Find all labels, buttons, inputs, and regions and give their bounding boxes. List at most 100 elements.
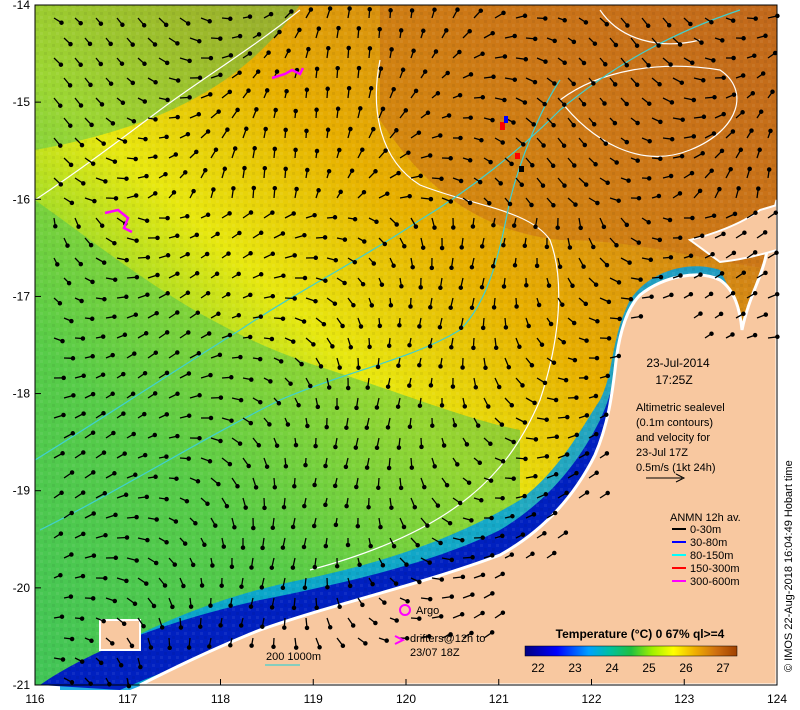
velocity-arrow-head (721, 75, 726, 80)
velocity-arrow-head (529, 363, 535, 368)
velocity-arrow-head (591, 122, 597, 127)
velocity-arrow-head (268, 11, 274, 17)
velocity-arrow-head (227, 211, 232, 216)
velocity-arrow-head (242, 165, 247, 171)
velocity-arrow-head (763, 33, 768, 39)
velocity-arrow-head (100, 334, 106, 339)
velocity-arrow-head (382, 241, 388, 247)
colorbar-bar (524, 645, 738, 657)
velocity-arrow-head (263, 126, 268, 132)
velocity-arrow-head (449, 265, 454, 271)
velocity-arrow-head (151, 603, 157, 609)
velocity-arrow-head (758, 109, 764, 114)
velocity-arrow-head (378, 66, 384, 71)
velocity-arrow-head (379, 282, 385, 287)
velocity-arrow-head (354, 484, 359, 490)
bathymetry-scale-label: 200 1000m (266, 651, 321, 663)
velocity-arrow-head (570, 283, 575, 289)
velocity-arrow-head (425, 110, 431, 116)
velocity-arrow-head (562, 60, 567, 66)
velocity-arrow-head (70, 356, 76, 361)
velocity-arrow-head (455, 462, 460, 467)
velocity-arrow-head (222, 166, 228, 172)
velocity-arrow-head (560, 302, 565, 307)
velocity-arrow-head (523, 456, 528, 462)
velocity-arrow-head (145, 255, 151, 260)
velocity-arrow-head (571, 39, 577, 45)
velocity-arrow-head (469, 630, 474, 636)
velocity-arrow-head (178, 625, 184, 630)
velocity-arrow-head (506, 364, 512, 370)
velocity-arrow-head (540, 183, 546, 188)
velocity-arrow-head (646, 176, 652, 181)
velocity-arrow-head (129, 643, 135, 649)
velocity-arrow-head (143, 136, 148, 142)
velocity-arrow-head (408, 304, 413, 309)
velocity-arrow-head (124, 535, 130, 540)
velocity-arrow-head (283, 127, 288, 133)
velocity-arrow-head (237, 33, 243, 39)
velocity-arrow-head (553, 397, 559, 403)
velocity-arrow-head (449, 594, 455, 599)
velocity-arrow-head (110, 641, 115, 646)
velocity-arrow-head (213, 147, 219, 152)
velocity-arrow-head (691, 97, 697, 103)
velocity-arrow-head (251, 525, 256, 531)
velocity-arrow-head (700, 151, 705, 156)
velocity-arrow-head (491, 305, 497, 310)
velocity-arrow-head (491, 222, 496, 228)
velocity-arrow-head (286, 48, 291, 53)
velocity-arrow-head (430, 423, 435, 428)
velocity-arrow-head (422, 69, 428, 74)
velocity-arrow-head (604, 262, 610, 268)
velocity-arrow-head (573, 202, 578, 207)
velocity-arrow-head (259, 585, 265, 590)
velocity-arrow-head (231, 186, 236, 191)
velocity-arrow-head (552, 38, 557, 44)
anmn-legend-item: 0-30m (672, 524, 721, 536)
velocity-arrow-head (711, 131, 717, 136)
velocity-arrow-head (480, 610, 485, 616)
velocity-arrow-head (90, 430, 96, 435)
velocity-arrow-head (203, 167, 208, 173)
velocity-arrow-head (490, 30, 495, 36)
velocity-arrow-head (412, 504, 418, 510)
velocity-arrow-head (541, 143, 546, 148)
velocity-arrow-head (258, 399, 263, 405)
velocity-arrow-head (613, 42, 619, 48)
velocity-arrow-head (108, 41, 113, 47)
anmn-legend-item: 30-80m (672, 537, 727, 549)
velocity-arrow-head (603, 62, 608, 67)
velocity-arrow-head (450, 384, 456, 389)
velocity-arrow-head (593, 393, 599, 399)
velocity-arrow-head (539, 342, 545, 347)
velocity-arrow-head (697, 188, 703, 194)
velocity-arrow-head (552, 510, 558, 516)
velocity-arrow-head (78, 20, 83, 26)
anmn-item-label: 150-300m (690, 563, 740, 575)
velocity-arrow-head (206, 331, 212, 336)
velocity-arrow-head (489, 630, 495, 635)
velocity-arrow-head (348, 126, 353, 132)
velocity-arrow-head (564, 490, 569, 496)
velocity-arrow-head (187, 58, 192, 64)
velocity-arrow-head (583, 301, 589, 307)
lon-tick-label: 116 (25, 692, 44, 706)
velocity-arrow-head (638, 277, 643, 282)
velocity-arrow-head (113, 512, 118, 518)
velocity-arrow-head (98, 660, 104, 666)
velocity-arrow-head (237, 441, 243, 446)
velocity-arrow-head (291, 211, 296, 216)
velocity-arrow-head (111, 430, 116, 436)
velocity-arrow-head (258, 314, 264, 319)
velocity-arrow-head (342, 280, 347, 286)
velocity-arrow-head (345, 385, 351, 391)
altimetry-line-3: and velocity for (636, 432, 710, 444)
velocity-arrow-head (555, 225, 560, 230)
velocity-arrow-head (280, 316, 286, 321)
velocity-arrow-head (165, 291, 170, 296)
velocity-arrow-head (205, 129, 211, 134)
velocity-arrow-head (439, 403, 445, 408)
velocity-arrow-head (491, 74, 496, 80)
velocity-arrow-head (680, 117, 685, 122)
